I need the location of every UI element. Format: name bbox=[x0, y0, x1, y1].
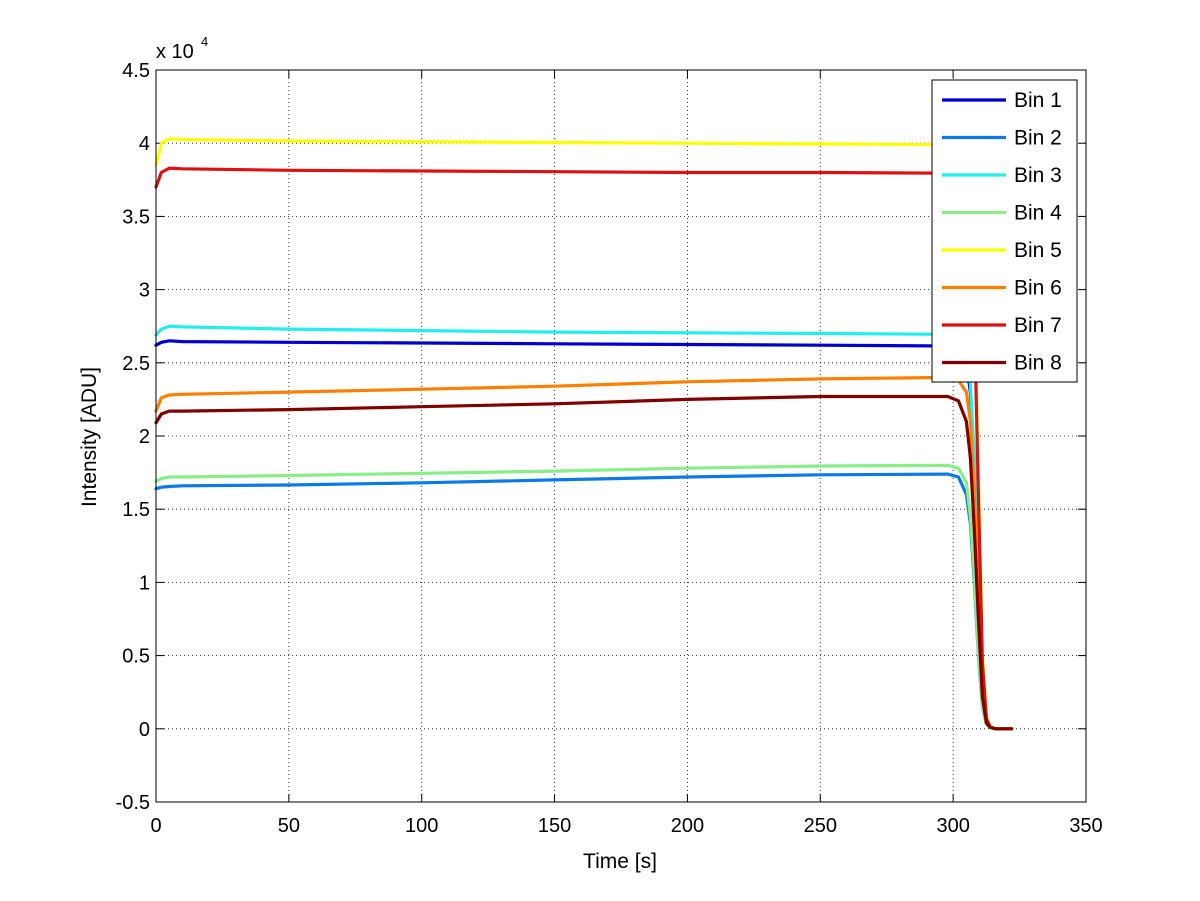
x-tick-label: 0 bbox=[150, 815, 161, 837]
x-axis-label: Time [s] bbox=[583, 850, 657, 873]
x-tick-labels: 0 50 100 150 200 250 300 350 bbox=[150, 815, 1102, 837]
y-axis-label: Intensity [ADU] bbox=[78, 367, 101, 507]
y-tick-label: 3 bbox=[139, 280, 150, 302]
y-exponent: 4 bbox=[201, 34, 208, 49]
x-tick-label: 300 bbox=[936, 815, 969, 837]
legend-label-bin-8: Bin 8 bbox=[1014, 352, 1062, 375]
x-tick-label: 100 bbox=[405, 815, 438, 837]
x-tick-label: 50 bbox=[278, 815, 300, 837]
series-line-bin-8 bbox=[154, 394, 1014, 731]
legend-label-bin-5: Bin 5 bbox=[1014, 239, 1062, 262]
y-tick-label: 0 bbox=[139, 719, 150, 741]
legend: Bin 1 Bin 2 Bin 3 Bin 4 Bin 5 Bin 6 Bin 7 Bin 8 bbox=[931, 79, 1078, 383]
y-tick-labels: -0.5 0 0.5 1 1.5 2 2.5 3 3.5 4 4.5 bbox=[116, 60, 150, 814]
y-tick-label: 1 bbox=[139, 572, 150, 594]
y-tick-label: 0.5 bbox=[122, 646, 150, 668]
x-tick-label: 250 bbox=[804, 815, 837, 837]
y-tick-label: 4 bbox=[139, 133, 150, 155]
legend-label-bin-6: Bin 6 bbox=[1014, 277, 1062, 300]
legend-label-bin-2: Bin 2 bbox=[1014, 127, 1062, 150]
legend-label-bin-1: Bin 1 bbox=[1014, 89, 1062, 112]
y-tick-label: -0.5 bbox=[116, 792, 150, 814]
legend-label-bin-4: Bin 4 bbox=[1014, 202, 1062, 225]
y-multiplier: x 10 bbox=[156, 41, 194, 63]
y-tick-label: 3.5 bbox=[122, 206, 150, 228]
legend-label-bin-7: Bin 7 bbox=[1014, 314, 1062, 337]
y-tick-label: 1.5 bbox=[122, 499, 150, 521]
y-tick-label: 2.5 bbox=[122, 353, 150, 375]
y-tick-label: 2 bbox=[139, 426, 150, 448]
axes-frame bbox=[155, 69, 1087, 803]
x-tick-label: 150 bbox=[538, 815, 571, 837]
legend-label-bin-3: Bin 3 bbox=[1014, 164, 1062, 187]
x-tick-label: 350 bbox=[1069, 815, 1102, 837]
y-tick-label: 4.5 bbox=[122, 60, 150, 82]
legend-box bbox=[931, 79, 1078, 383]
x-tick-label: 200 bbox=[671, 815, 704, 837]
